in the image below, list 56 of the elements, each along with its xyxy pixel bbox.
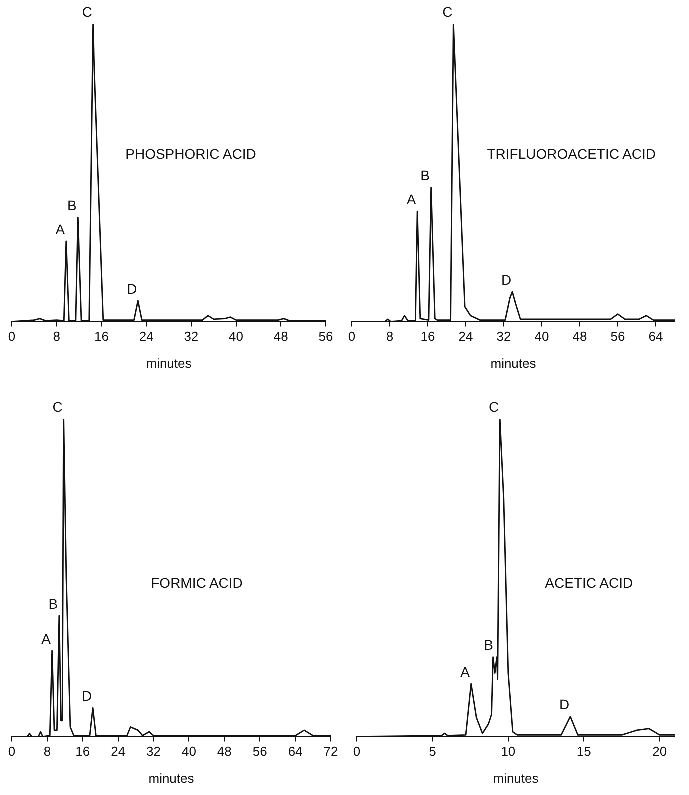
x-tick-label: 0	[348, 329, 356, 344]
annotation: D	[82, 688, 92, 704]
x-tick-label: 32	[496, 329, 512, 344]
annotation: B	[420, 168, 430, 184]
x-tick-label: 32	[184, 329, 199, 344]
x-axis-title: minutes	[146, 356, 192, 371]
x-tick-label: 16	[76, 744, 90, 760]
x-axis-title: minutes	[148, 770, 195, 786]
annotation: C	[442, 4, 453, 20]
annotation: B	[484, 637, 494, 654]
x-tick-label: 72	[324, 744, 338, 760]
x-tick-label: 56	[610, 329, 626, 344]
x-tick-label: 64	[288, 744, 303, 760]
text: ACETIC ACID	[545, 575, 634, 592]
annotation: A	[460, 664, 471, 680]
annotation: A	[56, 221, 66, 238]
x-tick-label: 8	[44, 744, 52, 760]
x-tick-label: 56	[252, 744, 268, 760]
x-tick-label: 48	[274, 329, 288, 344]
x-tick-label: 8	[53, 329, 60, 344]
x-tick-label: 0	[8, 329, 16, 344]
x-tick-label: 16	[420, 329, 436, 344]
annotation: B	[67, 197, 77, 214]
x-tick-label: 0	[353, 744, 361, 760]
text: FORMIC ACID	[151, 575, 243, 592]
x-tick-label: 5	[429, 744, 436, 760]
x-tick-label: 40	[229, 329, 244, 344]
x-tick-label: 24	[139, 329, 154, 344]
x-tick-label: 16	[94, 329, 109, 344]
x-tick-label: 64	[648, 329, 664, 344]
x-tick-label: 48	[572, 329, 588, 344]
x-tick-label: 56	[318, 329, 334, 344]
x-tick-label: 0	[8, 744, 16, 760]
x-axis-title: minutes	[493, 770, 540, 786]
x-tick-label: 32	[146, 744, 162, 760]
annotation: A	[42, 630, 52, 647]
x-tick-label: 15	[576, 744, 592, 760]
x-tick-label: 8	[386, 329, 394, 344]
annotation: A	[406, 191, 417, 208]
text: PHOSPHORIC ACID	[126, 146, 256, 162]
text: TRIFLUOROACETIC ACID	[487, 146, 656, 162]
x-tick-label: 10	[501, 744, 516, 760]
x-tick-label: 40	[534, 329, 550, 344]
x-tick-label: 48	[217, 744, 232, 760]
x-tick-label: 40	[182, 744, 196, 760]
x-axis-title: minutes	[490, 356, 537, 371]
annotation: D	[127, 280, 138, 297]
x-tick-label: 24	[458, 329, 474, 344]
annotation: C	[52, 398, 63, 415]
x-tick-label: 24	[111, 744, 126, 760]
annotation: C	[82, 4, 92, 20]
x-tick-label: 20	[652, 744, 668, 760]
annotation: B	[48, 596, 58, 612]
annotation: D	[501, 272, 512, 288]
annotation: D	[559, 696, 570, 713]
annotation: C	[489, 398, 500, 415]
